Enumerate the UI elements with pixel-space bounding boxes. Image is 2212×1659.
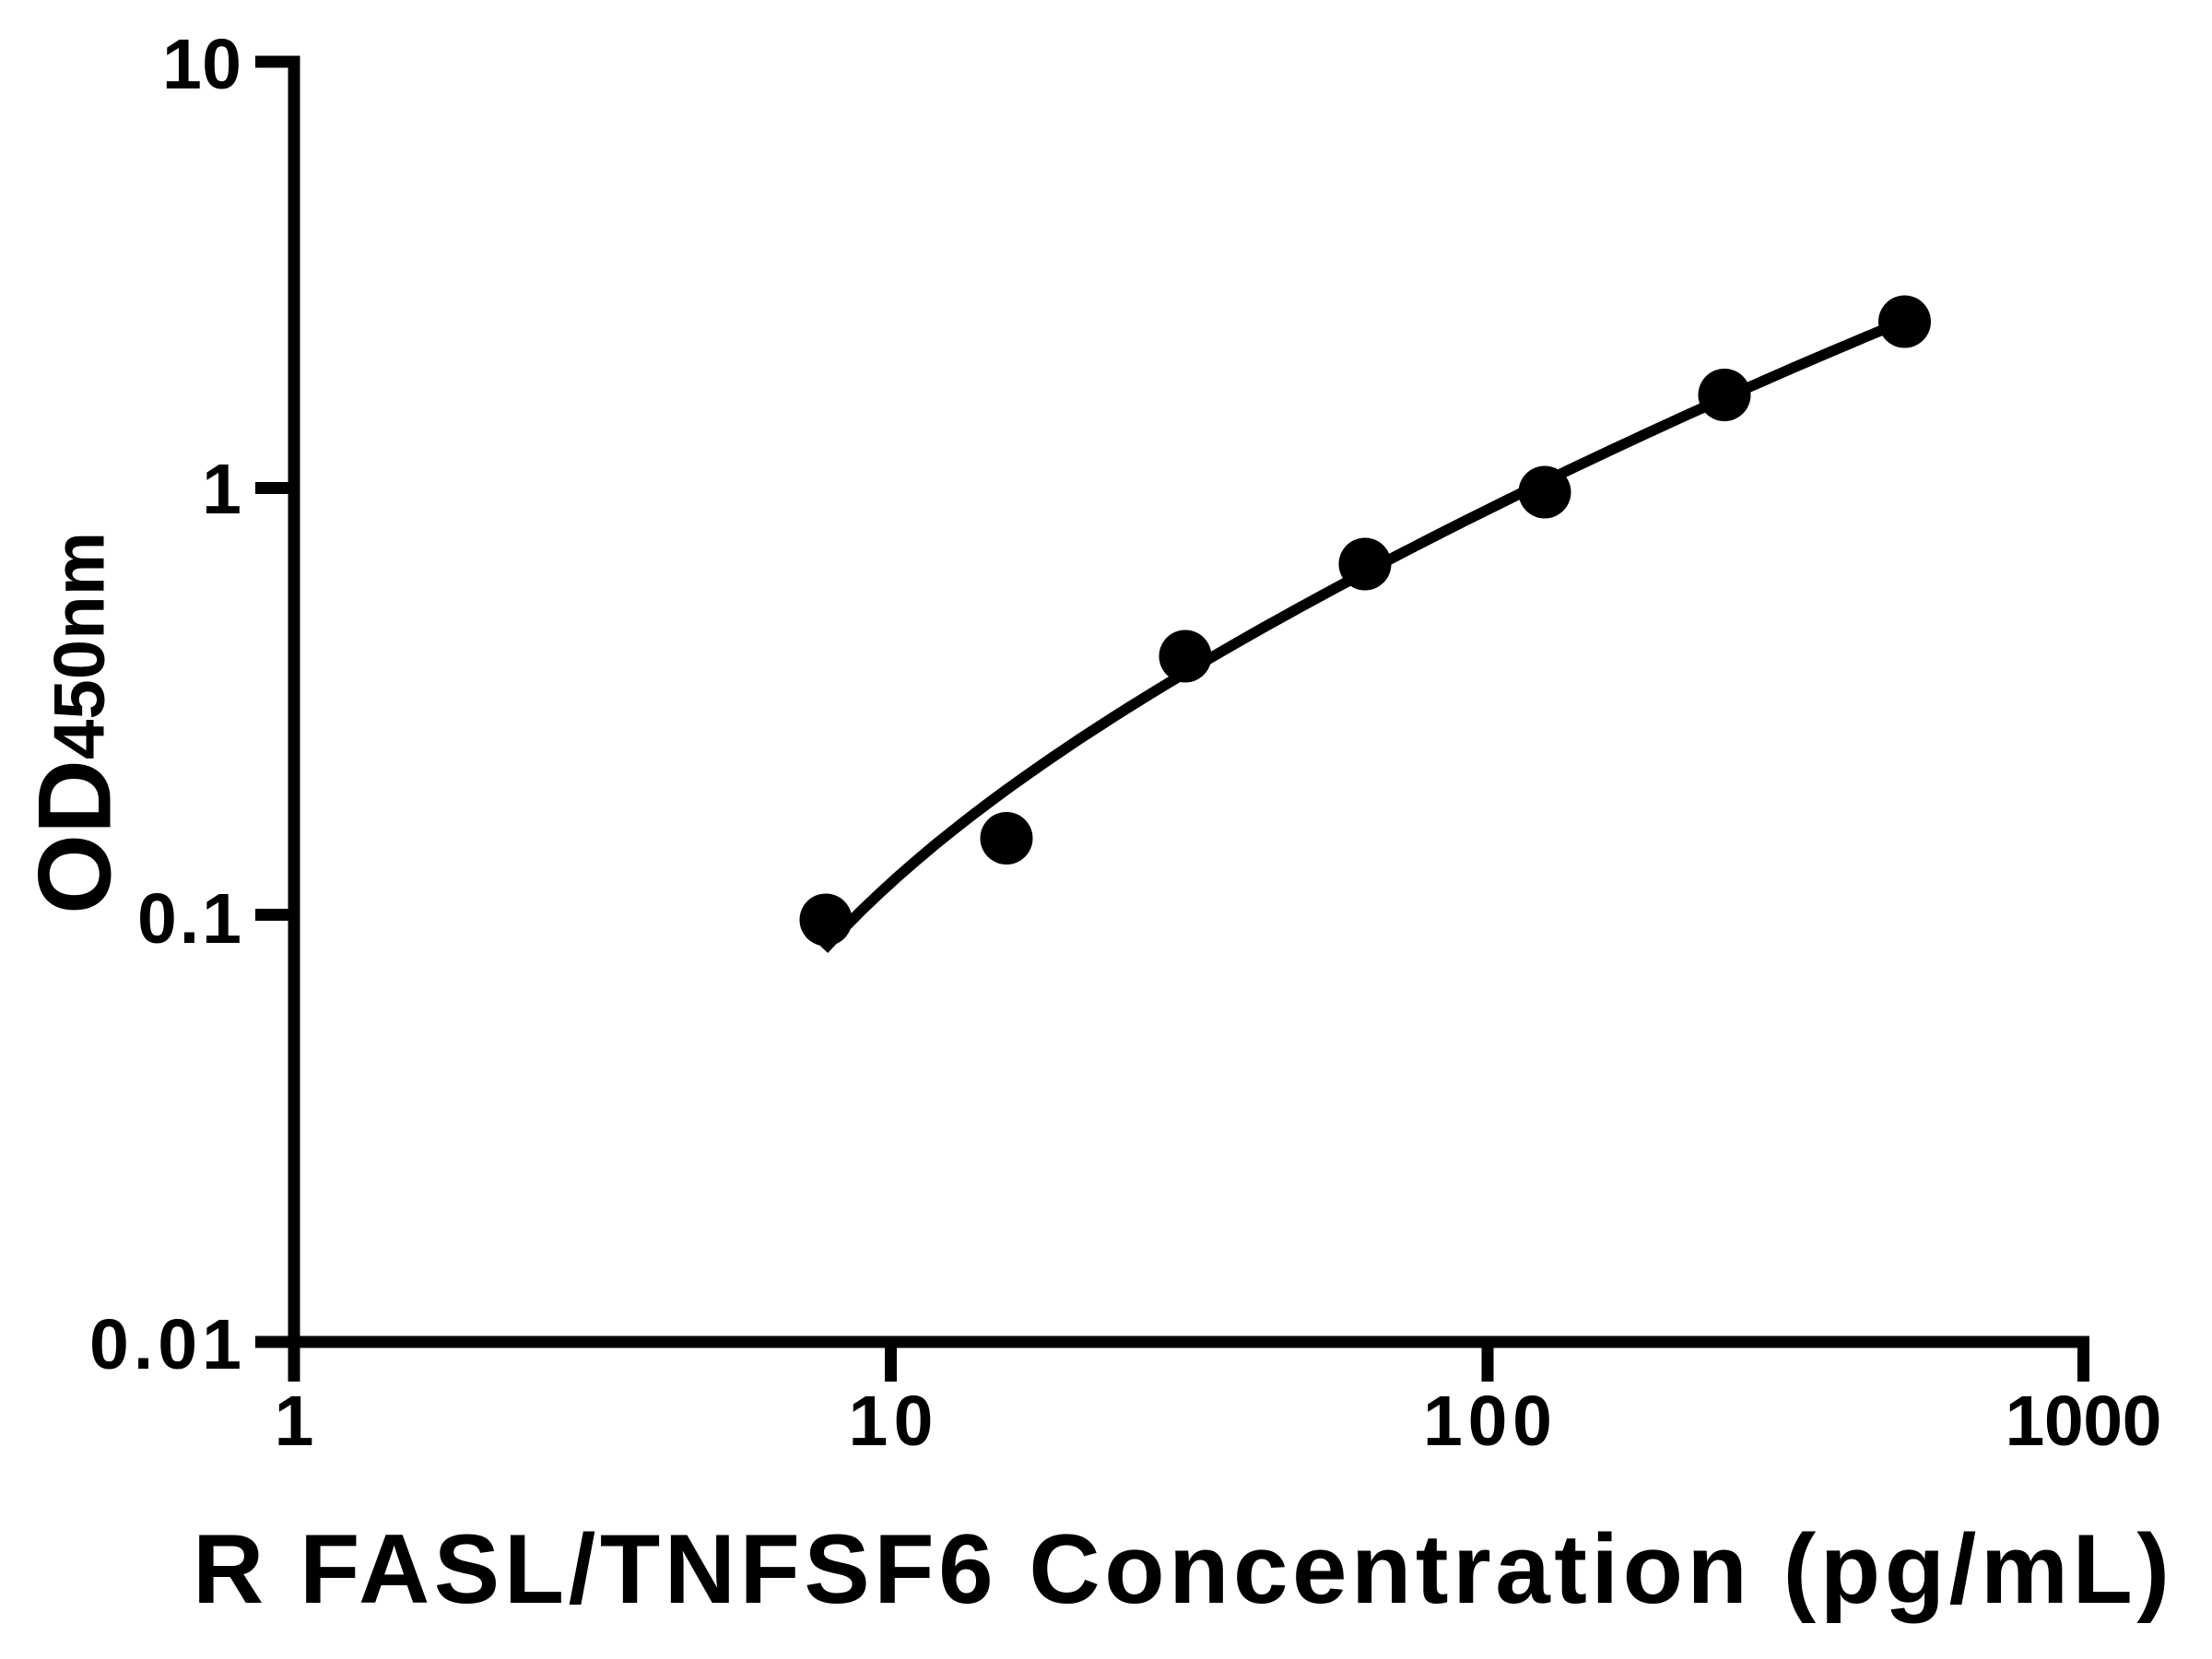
svg-text:1: 1 bbox=[202, 450, 241, 529]
svg-text:0.01: 0.01 bbox=[89, 1305, 241, 1384]
svg-text:10: 10 bbox=[849, 1382, 934, 1461]
svg-text:R FASL/TNFSF6 Concentration (p: R FASL/TNFSF6 Concentration (pg/mL) bbox=[193, 1513, 2170, 1624]
svg-text:10: 10 bbox=[162, 25, 241, 104]
svg-text:1: 1 bbox=[275, 1382, 314, 1461]
svg-text:OD450nm: OD450nm bbox=[18, 532, 133, 914]
svg-text:0.1: 0.1 bbox=[137, 879, 241, 959]
svg-text:1000: 1000 bbox=[2006, 1382, 2162, 1461]
svg-text:100: 100 bbox=[1423, 1382, 1552, 1461]
